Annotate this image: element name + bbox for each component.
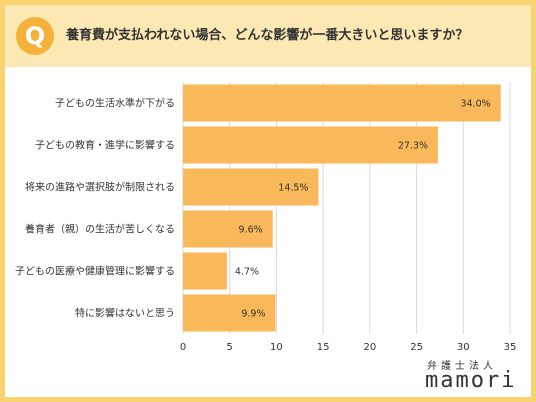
question-badge: Q [16, 17, 54, 55]
logo-name: mamori [425, 368, 517, 393]
question-header: Q 養育費が支払われない場合、どんな影響が一番大きいと思いますか？ [5, 5, 531, 67]
x-tick-label: 30 [457, 342, 470, 353]
grid-lines [182, 82, 511, 334]
category-label: 特に影響はないと思う [75, 307, 175, 320]
value-label: 9.9% [241, 309, 265, 320]
bar [183, 252, 227, 290]
x-tick-label: 10 [270, 342, 283, 353]
value-label: 9.6% [239, 225, 263, 236]
bar [183, 210, 273, 248]
bar [183, 126, 439, 164]
x-tick-label: 20 [363, 342, 376, 353]
bars [183, 84, 501, 332]
x-tick-label: 0 [180, 342, 186, 353]
logo-subtitle: 弁護士法人 [427, 361, 497, 372]
value-labels: 34.0% 27.3% 14.5% 9.6% 4.7% 9.9% [235, 99, 491, 320]
x-tick-label: 5 [227, 342, 233, 353]
question-text: 養育費が支払われない場合、どんな影響が一番大きいと思いますか？ [66, 28, 469, 43]
category-label: 子どもの生活水準が下がる [55, 97, 175, 110]
bar [183, 84, 501, 122]
bar [183, 168, 319, 206]
x-tick-label: 15 [317, 342, 330, 353]
x-tick-label: 25 [410, 342, 423, 353]
x-tick-label: 35 [504, 342, 517, 353]
category-label: 将来の進路や選択肢が制限される [25, 181, 175, 194]
category-label: 養育者（親）の生活が苦しくなる [25, 223, 175, 236]
value-label: 14.5% [278, 183, 308, 194]
value-label: 34.0% [460, 99, 490, 110]
category-label: 子どもの教育・進学に影響する [35, 139, 175, 152]
value-label: 27.3% [398, 141, 428, 152]
value-label: 4.7% [235, 267, 259, 278]
category-labels: 子どもの生活水準が下がる子どもの教育・進学に影響する将来の進路や選択肢が制限され… [15, 97, 175, 320]
x-axis-ticks: 0 5 10 15 20 25 30 35 [180, 342, 517, 353]
category-label: 子どもの医療や健康管理に影響する [15, 265, 175, 278]
bar [183, 294, 276, 332]
